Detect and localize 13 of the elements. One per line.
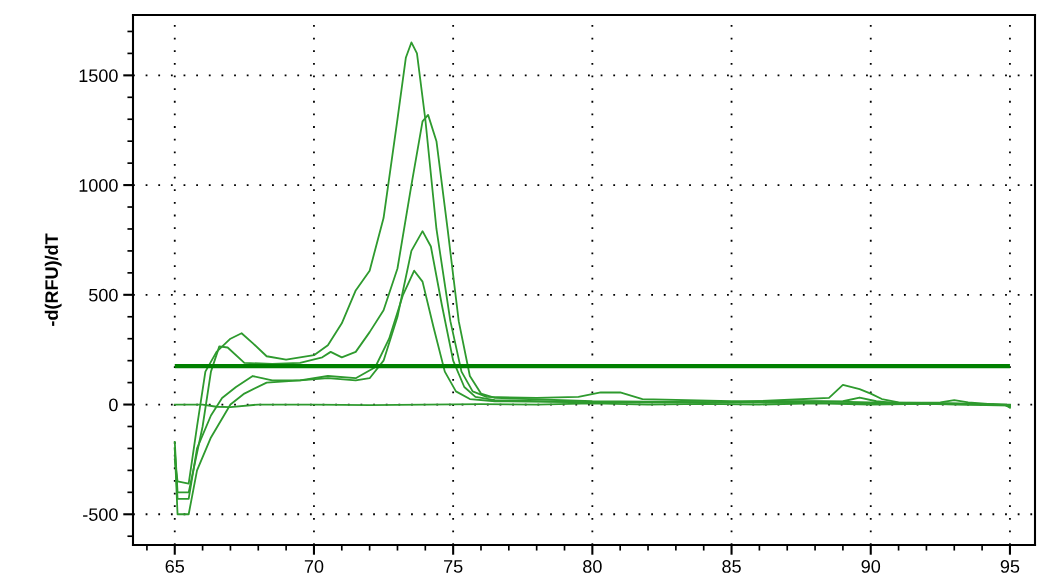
x-tick-label: 95 <box>1000 560 1020 573</box>
x-tick-label: 85 <box>722 560 741 573</box>
x-tick-label: 80 <box>583 560 602 573</box>
y-axis-title: -d(RFU)/dT <box>44 233 62 326</box>
y-tick-label: 0 <box>109 398 118 412</box>
x-tick-label: 75 <box>444 560 463 573</box>
x-tick-label: 65 <box>165 560 185 573</box>
y-tick-label: 1000 <box>79 179 118 192</box>
x-tick-label: 70 <box>304 560 324 573</box>
x-tick-label: 90 <box>861 560 881 573</box>
y-tick-label: 500 <box>89 288 118 302</box>
y-tick-label: 1500 <box>79 69 118 83</box>
y-tick-label: -500 <box>83 508 118 521</box>
